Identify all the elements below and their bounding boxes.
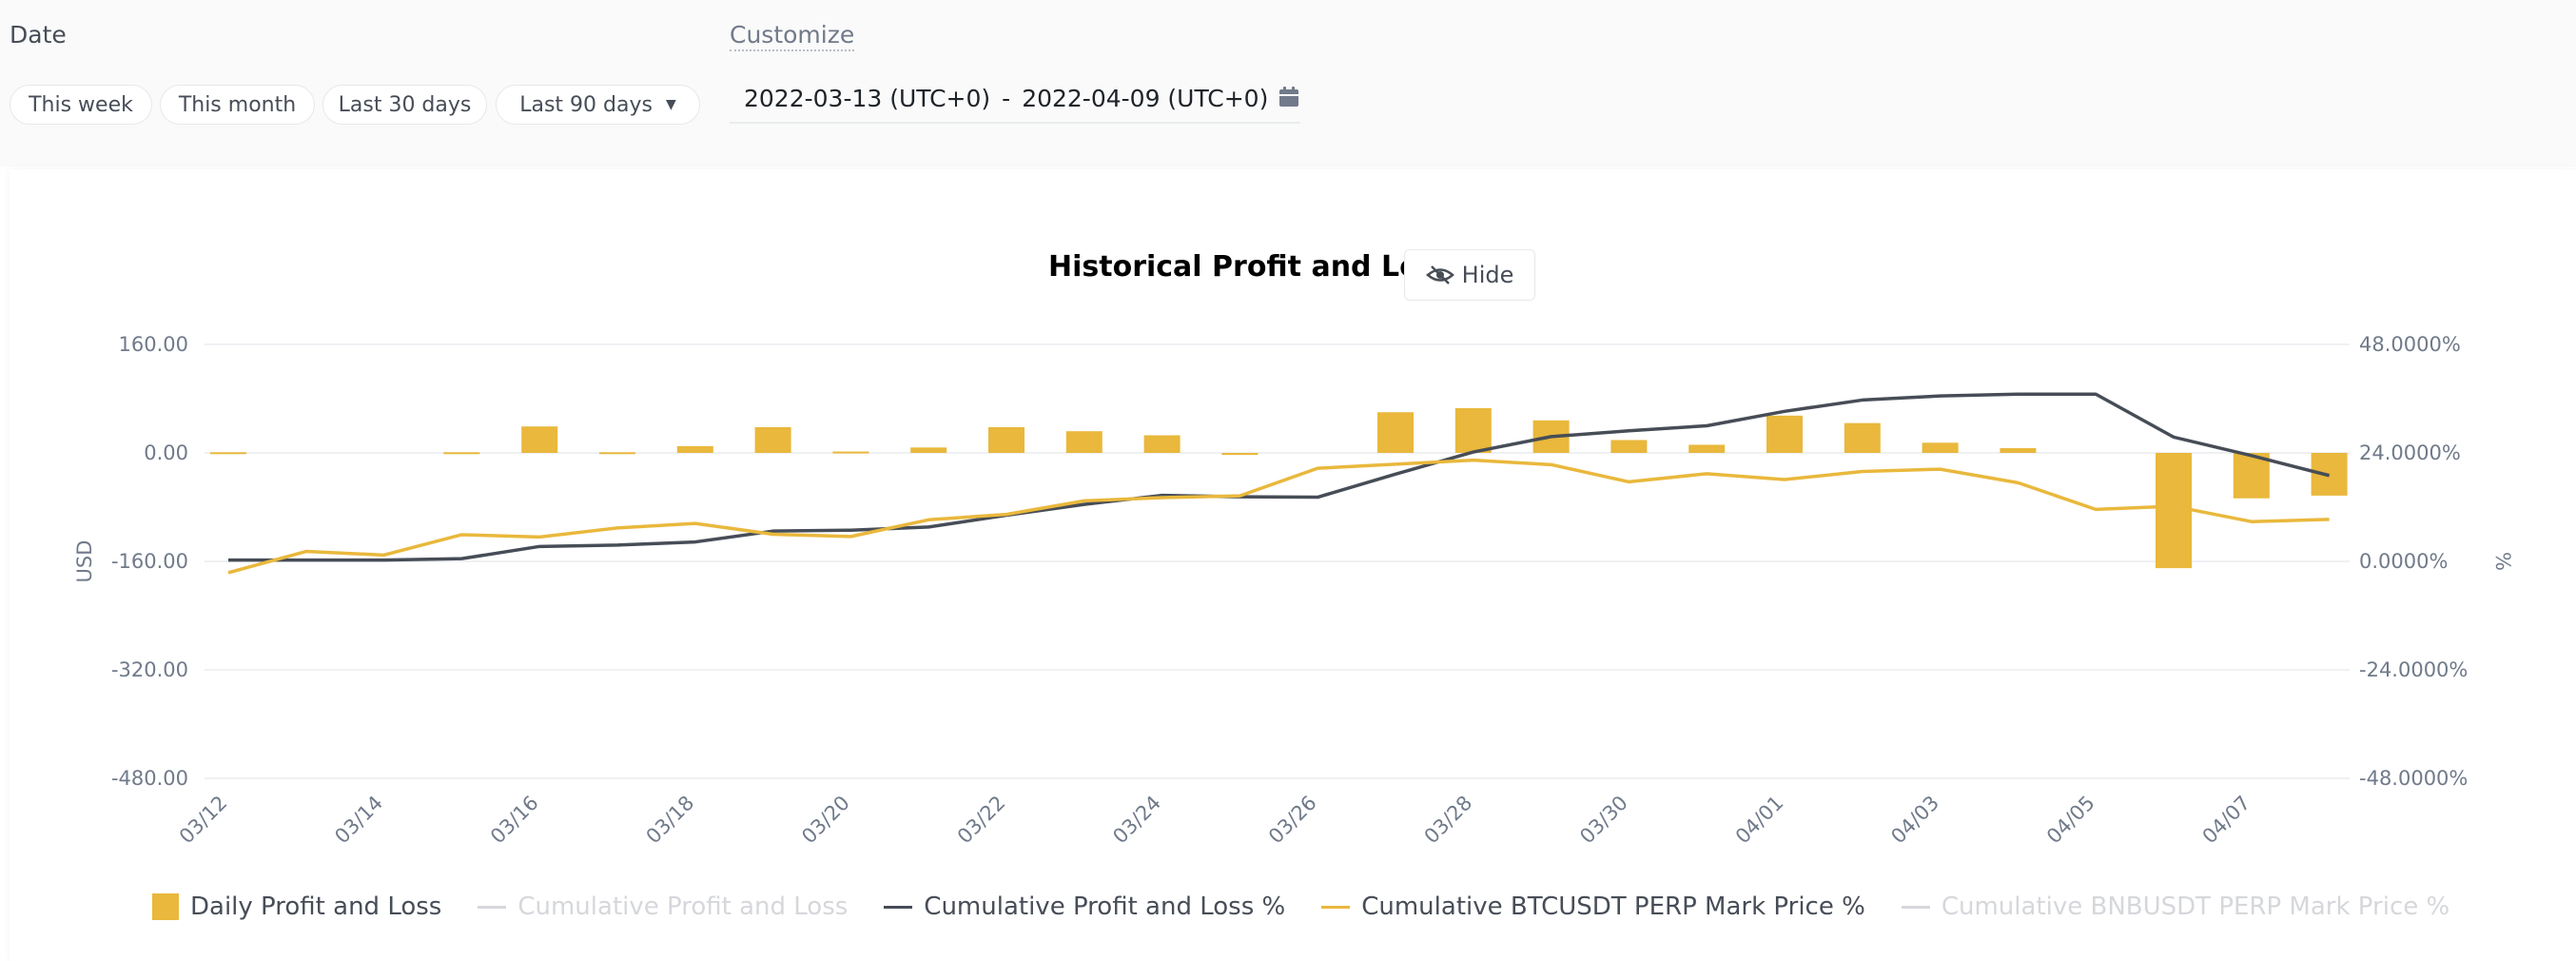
legend-swatch [884, 905, 913, 909]
preset-label: Last 30 days [338, 92, 472, 117]
x-tick: 04/03 [1886, 792, 1943, 849]
pnl-bar[interactable] [1844, 422, 1881, 453]
pnl-bar[interactable] [754, 426, 791, 453]
legend-bnb-mark-price[interactable]: Cumulative BNBUSDT PERP Mark Price % [1901, 892, 2450, 921]
pnl-bar[interactable] [988, 426, 1025, 453]
y-tick-right: -24.0000% [2359, 658, 2468, 681]
y-axis-right-label: % [2491, 552, 2514, 571]
y-tick-left: 160.00 [119, 333, 188, 356]
x-tick: 03/24 [1108, 792, 1165, 849]
preset-last-30-days[interactable]: Last 30 days [322, 85, 487, 125]
legend-btc-mark-price[interactable]: Cumulative BTCUSDT PERP Mark Price % [1321, 892, 1865, 921]
x-tick: 03/20 [797, 792, 854, 849]
pnl-bar[interactable] [2156, 453, 2192, 569]
pnl-bar[interactable] [1922, 442, 1959, 453]
x-tick: 03/14 [330, 792, 387, 849]
chart-panel [10, 169, 2576, 961]
date-label: Date [10, 21, 67, 49]
legend-swatch [1901, 905, 1930, 909]
y-tick-right: -48.0000% [2359, 767, 2468, 790]
pnl-bar[interactable] [210, 452, 246, 455]
chart-title: Historical Profit and Loss [1048, 250, 1454, 284]
x-tick: 03/16 [486, 792, 543, 849]
legend-text: Cumulative Profit and Loss [517, 892, 849, 921]
pnl-bar[interactable] [910, 447, 947, 453]
legend-daily-pnl[interactable]: Daily Profit and Loss [152, 892, 441, 921]
pnl-bar[interactable] [1143, 435, 1181, 453]
preset-label: Last 90 days [519, 92, 653, 117]
legend-text: Cumulative Profit and Loss % [924, 892, 1286, 921]
caret-down-icon: ▼ [665, 97, 676, 112]
preset-this-month[interactable]: This month [160, 85, 315, 125]
range-start: 2022-03-13 (UTC+0) [744, 84, 991, 112]
y-tick-right: 24.0000% [2359, 441, 2461, 464]
pnl-bar[interactable] [1377, 412, 1414, 453]
x-tick: 03/22 [953, 792, 1010, 849]
preset-this-week[interactable]: This week [10, 85, 152, 125]
pnl-bar[interactable] [2000, 448, 2037, 453]
y-tick-right: 0.0000% [2359, 550, 2448, 573]
pnl-bar[interactable] [443, 452, 480, 455]
pnl-bar[interactable] [1454, 407, 1492, 453]
legend-cum-pnl[interactable]: Cumulative Profit and Loss [478, 892, 848, 921]
pnl-bar[interactable] [676, 445, 713, 453]
pnl-bar[interactable] [1065, 431, 1103, 453]
y-tick-left: -480.00 [111, 767, 188, 790]
preset-last-90-days[interactable]: Last 90 days ▼ [496, 85, 700, 125]
legend-text: Cumulative BNBUSDT PERP Mark Price % [1941, 892, 2450, 921]
range-end: 2022-04-09 (UTC+0) [1022, 84, 1269, 112]
legend-swatch [1321, 905, 1351, 909]
y-tick-left: -160.00 [111, 550, 188, 573]
legend-text: Cumulative BTCUSDT PERP Mark Price % [1361, 892, 1865, 921]
y-tick-right: 48.0000% [2359, 333, 2461, 356]
calendar-icon[interactable] [1278, 86, 1300, 108]
cum-pnl-pct-line[interactable] [228, 392, 2331, 562]
pnl-bar[interactable] [832, 451, 869, 454]
y-tick-left: -320.00 [111, 658, 188, 681]
hide-label: Hide [1461, 262, 1514, 288]
chart-legend: Daily Profit and Loss Cumulative Profit … [152, 892, 2486, 921]
hide-chart-button[interactable]: Hide [1404, 249, 1535, 301]
pnl-bar[interactable] [1766, 415, 1803, 453]
pnl-bar[interactable] [521, 426, 558, 453]
y-tick-left: 0.00 [144, 441, 188, 464]
customize-link[interactable]: Customize [730, 21, 855, 51]
pnl-bar[interactable] [1688, 444, 1726, 453]
legend-cum-pnl-pct[interactable]: Cumulative Profit and Loss % [884, 892, 1285, 921]
x-tick: 03/12 [175, 792, 232, 849]
pnl-bar[interactable] [599, 452, 635, 455]
x-tick: 03/26 [1264, 792, 1321, 849]
legend-swatch [152, 893, 179, 920]
x-tick: 03/30 [1575, 792, 1632, 849]
x-tick: 04/05 [2042, 792, 2099, 849]
x-tick: 03/28 [1420, 792, 1477, 849]
x-tick: 04/07 [2198, 792, 2255, 849]
btc-mark-price-line[interactable] [227, 458, 2330, 575]
y-axis-left-label: USD [73, 540, 96, 583]
preset-label: This week [29, 92, 133, 117]
legend-text: Daily Profit and Loss [190, 892, 442, 921]
pnl-bar[interactable] [1221, 453, 1259, 456]
range-separator: - [1002, 84, 1011, 112]
legend-swatch [478, 905, 507, 909]
x-tick: 04/01 [1731, 792, 1788, 849]
preset-label: This month [178, 92, 297, 117]
pnl-bar[interactable] [1610, 440, 1648, 453]
pnl-bar[interactable] [2233, 453, 2270, 499]
date-range-picker[interactable]: 2022-03-13 (UTC+0) - 2022-04-09 (UTC+0) [730, 74, 1300, 124]
eye-off-icon [1425, 265, 1454, 284]
filter-bar [0, 0, 2576, 167]
x-tick: 03/18 [642, 792, 699, 849]
